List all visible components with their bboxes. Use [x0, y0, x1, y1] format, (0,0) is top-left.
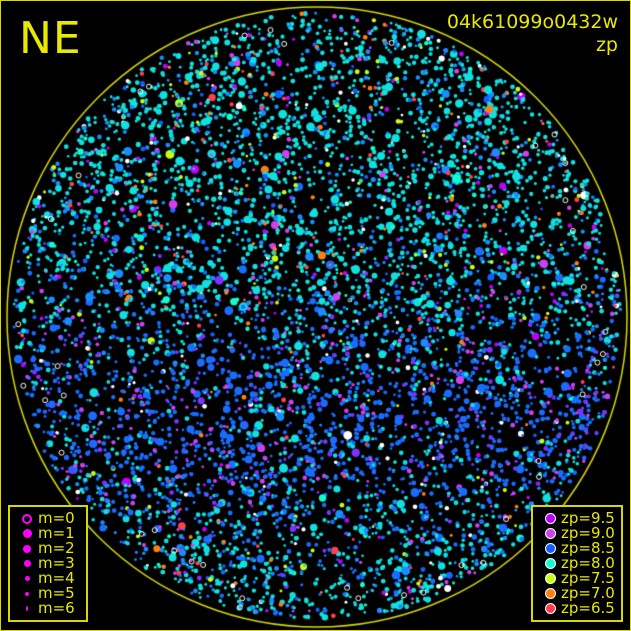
zp-color-dot-icon [539, 586, 561, 601]
magnitude-symbol-icon [16, 526, 38, 541]
magnitude-legend-item: m=6 [16, 601, 80, 616]
magnitude-label: m=1 [38, 524, 75, 542]
zp-color-dot-icon [539, 511, 561, 526]
zp-color-dot-icon [539, 601, 561, 616]
zp-label: zp=7.0 [561, 584, 615, 602]
magnitude-symbol-icon [16, 511, 38, 526]
zp-legend-item: zp=6.5 [539, 601, 615, 616]
magnitude-symbol-icon [16, 541, 38, 556]
magnitude-legend-item: m=4 [16, 571, 80, 586]
zp-legend-item: zp=8.5 [539, 541, 615, 556]
magnitude-symbol-icon [16, 586, 38, 601]
magnitude-symbol-icon [16, 556, 38, 571]
zp-label: zp=8.5 [561, 539, 615, 557]
magnitude-label: m=5 [38, 584, 75, 602]
zp-label: zp=7.5 [561, 569, 615, 587]
zp-color-dot-icon [539, 526, 561, 541]
zp-label: zp=8.0 [561, 554, 615, 572]
magnitude-label: m=3 [38, 554, 75, 572]
zp-legend-item: zp=9.5 [539, 511, 615, 526]
magnitude-symbol-icon [16, 601, 38, 616]
zp-label: zp=9.0 [561, 524, 615, 542]
magnitude-legend-item: m=5 [16, 586, 80, 601]
magnitude-label: m=6 [38, 599, 75, 617]
direction-label: NE [19, 13, 82, 64]
magnitude-legend: m=0 m=1 m=2 m=3 m=4 m=5 m=6 [8, 505, 88, 622]
magnitude-legend-item: m=2 [16, 541, 80, 556]
plot-title: 04k61099o0432w zp [447, 11, 618, 57]
zp-color-dot-icon [539, 556, 561, 571]
zp-legend-item: zp=7.5 [539, 571, 615, 586]
zp-color-dot-icon [539, 571, 561, 586]
plot-mode: zp [595, 34, 618, 56]
magnitude-legend-item: m=0 [16, 511, 80, 526]
magnitude-legend-item: m=3 [16, 556, 80, 571]
magnitude-label: m=4 [38, 569, 75, 587]
magnitude-label: m=0 [38, 509, 75, 527]
zp-label: zp=9.5 [561, 509, 615, 527]
zp-legend: zp=9.5 zp=9.0 zp=8.5 zp=8.0 zp=7.5 zp=7.0 zp=6… [531, 505, 623, 622]
magnitude-symbol-icon [16, 571, 38, 586]
zp-label: zp=6.5 [561, 599, 615, 617]
zp-legend-item: zp=9.0 [539, 526, 615, 541]
zp-legend-item: zp=7.0 [539, 586, 615, 601]
magnitude-label: m=2 [38, 539, 75, 557]
zp-legend-item: zp=8.0 [539, 556, 615, 571]
image-id: 04k61099o0432w [446, 11, 618, 33]
zp-color-dot-icon [539, 541, 561, 556]
magnitude-legend-item: m=1 [16, 526, 80, 541]
